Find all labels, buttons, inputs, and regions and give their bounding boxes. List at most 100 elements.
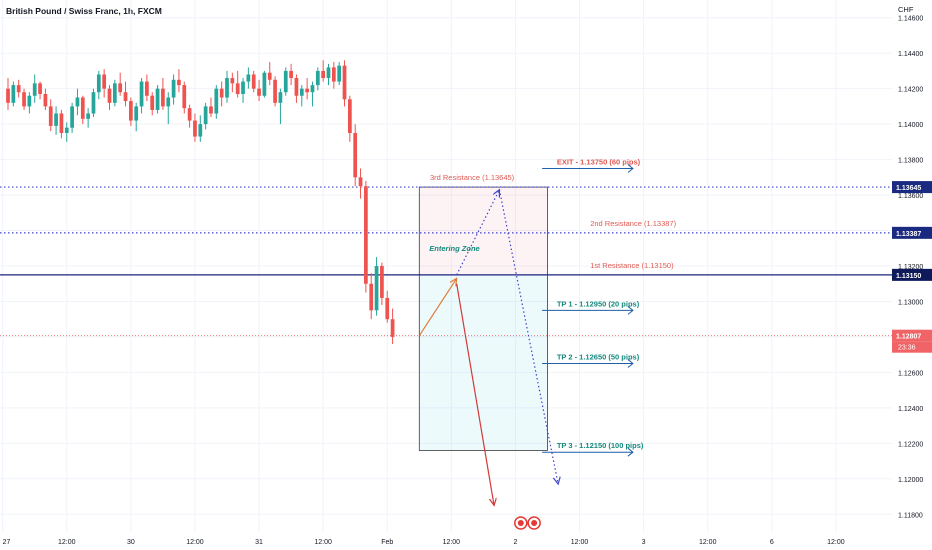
candle-body — [267, 72, 272, 80]
candle-body — [80, 97, 85, 119]
candle-body — [347, 99, 352, 133]
candle-body — [112, 83, 117, 103]
target-label: TP 3 - 1.12150 (100 pips) — [557, 441, 644, 450]
y-tick-label: 1.13200 — [898, 264, 923, 271]
x-tick-label: 6 — [770, 539, 774, 546]
x-tick-label: 12:00 — [443, 539, 461, 546]
candle-body — [315, 70, 320, 86]
candle-body — [390, 319, 395, 337]
grid-layer — [0, 0, 892, 532]
candle-body — [155, 88, 160, 110]
target-arrow-head — [627, 164, 634, 173]
target-arrow-head — [627, 447, 634, 457]
candle-body — [305, 88, 309, 93]
candle-body — [251, 74, 256, 89]
candle-body — [246, 74, 251, 82]
candle-body — [182, 85, 187, 109]
candle-body — [128, 101, 133, 121]
profit-zone — [419, 274, 548, 451]
current-price-tag-bg — [892, 329, 932, 342]
candle-body — [177, 79, 181, 86]
candle-body — [342, 65, 347, 100]
candle-body — [86, 113, 91, 119]
levels-layer: 3rd Resistance (1.13645) 2nd Resistance (… — [0, 173, 892, 337]
target-label: TP 1 - 1.12950 (20 pips) — [557, 299, 640, 308]
x-tick-label: 12:00 — [827, 539, 845, 546]
candle-body — [321, 70, 326, 79]
candle-body — [27, 95, 32, 107]
current-price-tag-text: 1.12807 — [896, 334, 921, 341]
y-tick-label: 1.13000 — [898, 299, 923, 306]
candle-body — [364, 186, 368, 284]
candles-layer — [6, 60, 395, 345]
candle-body — [299, 88, 304, 96]
level-tag-text: 1.13645 — [896, 185, 921, 192]
target-label: EXIT - 1.13750 (60 pips) — [557, 157, 641, 166]
position-box-layer: Entering Zone — [418, 186, 548, 451]
resistance-label: 1st Resistance (1.13150) — [590, 261, 674, 270]
axis-layer: 1.14600 1.14400 1.14200 1.14000 1.13800 1.136… — [3, 16, 932, 546]
candle-body — [230, 78, 235, 84]
countdown-bg — [892, 341, 932, 353]
candle-body — [145, 81, 149, 96]
countdown-text: 23:36 — [898, 345, 916, 352]
candle-body — [310, 85, 315, 93]
candle-body — [283, 70, 288, 93]
candle-body — [331, 67, 336, 82]
candle-body — [326, 67, 331, 79]
candle-body — [241, 81, 245, 94]
x-tick-label: 12:00 — [58, 539, 76, 546]
target-label: TP 2 - 1.12650 (50 pips) — [557, 353, 640, 362]
candle-body — [54, 113, 58, 126]
target-arrow-head — [627, 359, 634, 368]
candle-body — [225, 78, 229, 98]
candle-body — [134, 106, 139, 121]
candle-body — [150, 95, 155, 110]
level-tag-bg — [892, 268, 932, 281]
candle-body — [70, 106, 74, 128]
position-box-outline — [418, 186, 548, 451]
resistance-label: 3rd Resistance (1.13645) — [430, 173, 515, 182]
candle-body — [22, 92, 26, 107]
candle-body — [353, 133, 358, 178]
level-tag-bg — [892, 226, 932, 239]
candle-body — [11, 85, 16, 103]
x-tick-label: 12:00 — [314, 539, 332, 546]
y-tick-label: 1.14200 — [898, 87, 923, 94]
candle-body — [75, 97, 80, 107]
candle-body — [171, 79, 176, 98]
candle-body — [369, 283, 374, 311]
candle-body — [107, 88, 112, 103]
level-tag-text: 1.13387 — [896, 231, 921, 238]
y-tick-label: 1.12000 — [898, 477, 923, 484]
targets-layer: EXIT - 1.13750 (60 pips) TP 1 - 1.12950 (… — [542, 157, 644, 457]
candle-body — [59, 113, 64, 133]
y-tick-label: 1.14400 — [898, 51, 923, 58]
candle-body — [32, 83, 37, 96]
event-icon-dot — [531, 520, 538, 526]
candle-body — [278, 92, 283, 103]
y-tick-label: 1.12600 — [898, 370, 923, 377]
y-tick-label: 1.12200 — [898, 441, 923, 448]
x-tick-label: 12:00 — [571, 539, 589, 546]
y-tick-label: 1.12400 — [898, 406, 923, 413]
x-tick-label: 12:00 — [699, 539, 717, 546]
candle-body — [374, 266, 379, 311]
candle-body — [380, 266, 384, 298]
candle-body — [262, 72, 267, 96]
candle-body — [209, 106, 213, 114]
target-arrow-head — [627, 305, 634, 315]
y-tick-label: 1.13800 — [898, 158, 923, 165]
candle-body — [118, 83, 123, 93]
x-tick-label: 3 — [642, 539, 646, 546]
candle-body — [273, 79, 277, 103]
candle-body — [198, 124, 203, 137]
candle-body — [294, 78, 299, 96]
candle-body — [337, 65, 342, 82]
stop-zone — [419, 187, 548, 275]
candle-body — [187, 108, 192, 121]
candle-body — [193, 120, 197, 137]
candle-body — [123, 92, 128, 102]
y-axis-currency-label: CHF — [898, 5, 914, 14]
